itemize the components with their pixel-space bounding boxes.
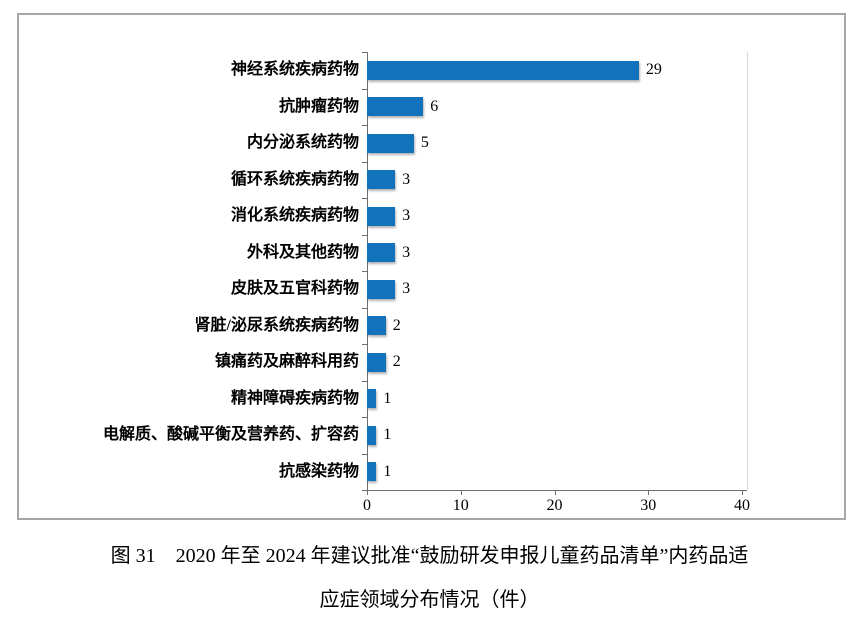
category-label: 神经系统疾病药物 bbox=[230, 61, 359, 78]
x-tick-label: 0 bbox=[363, 497, 371, 514]
x-axis-tick bbox=[742, 490, 743, 495]
x-axis-tick bbox=[460, 490, 462, 495]
bar bbox=[367, 462, 377, 482]
category-label: 电解质、酸碱平衡及营养药、扩容药 bbox=[102, 426, 359, 443]
y-axis-tick bbox=[362, 453, 367, 455]
category-label: 肾脏/泌尿系统疾病药物 bbox=[194, 316, 359, 334]
x-axis-tick bbox=[367, 490, 368, 495]
x-axis-tick bbox=[648, 490, 650, 495]
y-axis-tick bbox=[362, 307, 367, 309]
x-tick-label: 20 bbox=[546, 497, 563, 514]
value-label: 2 bbox=[392, 353, 401, 370]
x-axis-line bbox=[367, 490, 747, 491]
value-label: 2 bbox=[392, 316, 401, 334]
x-tick-label: 10 bbox=[452, 497, 469, 514]
bar bbox=[367, 206, 396, 226]
category-label: 镇痛药及麻醉科用药 bbox=[214, 353, 359, 370]
y-axis-tick bbox=[362, 161, 367, 163]
bar bbox=[367, 389, 377, 409]
bar bbox=[367, 425, 377, 445]
bar bbox=[367, 316, 386, 336]
bar bbox=[367, 279, 396, 299]
value-label: 1 bbox=[383, 389, 392, 407]
category-label: 消化系统疾病药物 bbox=[230, 207, 359, 224]
bar bbox=[367, 243, 396, 263]
bar bbox=[367, 133, 414, 153]
bar bbox=[367, 60, 639, 80]
y-axis-tick bbox=[362, 344, 367, 345]
value-label: 5 bbox=[420, 134, 429, 151]
bar bbox=[367, 352, 386, 372]
y-axis-tick bbox=[362, 125, 367, 126]
y-axis-tick bbox=[362, 198, 367, 199]
y-axis-line bbox=[367, 52, 368, 491]
value-label: 29 bbox=[645, 61, 662, 78]
x-axis-tick bbox=[554, 490, 556, 495]
y-axis-tick bbox=[362, 271, 367, 272]
category-label: 抗感染药物 bbox=[278, 462, 359, 480]
figure-caption: 图 31 2020 年至 2024 年建议批准“鼓励研发申报儿童药品清单”内药品… bbox=[0, 534, 859, 622]
value-label: 3 bbox=[402, 243, 411, 261]
category-label: 内分泌系统药物 bbox=[246, 134, 359, 151]
value-label: 3 bbox=[402, 280, 411, 297]
category-label: 抗肿瘤药物 bbox=[278, 97, 359, 115]
value-label: 1 bbox=[383, 426, 392, 443]
value-label: 3 bbox=[402, 207, 411, 224]
y-axis-tick bbox=[362, 490, 367, 491]
y-axis-tick bbox=[362, 88, 367, 90]
value-label: 3 bbox=[402, 170, 411, 188]
plot-area-border bbox=[747, 52, 748, 490]
caption-line-2: 应症领域分布情况（件） bbox=[319, 589, 540, 611]
category-label: 皮肤及五官科药物 bbox=[230, 280, 359, 297]
category-label: 外科及其他药物 bbox=[246, 243, 359, 261]
x-tick-label: 40 bbox=[734, 497, 750, 514]
y-axis-tick bbox=[362, 417, 367, 418]
category-label: 循环系统疾病药物 bbox=[230, 170, 359, 188]
bar bbox=[367, 170, 396, 190]
value-label: 1 bbox=[383, 462, 392, 480]
caption-line-1: 图 31 2020 年至 2024 年建议批准“鼓励研发申报儿童药品清单”内药品… bbox=[110, 545, 749, 567]
category-label: 精神障碍疾病药物 bbox=[230, 389, 359, 407]
bar bbox=[367, 97, 424, 117]
y-axis-tick bbox=[362, 380, 367, 382]
chart-figure: 神经系统疾病药物 29 抗肿瘤药物 6 内分泌系统药物 5 循环系统疾病药物 3 消化系统疾病药… bbox=[17, 13, 846, 520]
x-tick-label: 30 bbox=[640, 497, 657, 514]
y-axis-tick bbox=[362, 234, 367, 236]
value-label: 6 bbox=[430, 97, 439, 115]
y-axis-tick bbox=[362, 52, 367, 53]
